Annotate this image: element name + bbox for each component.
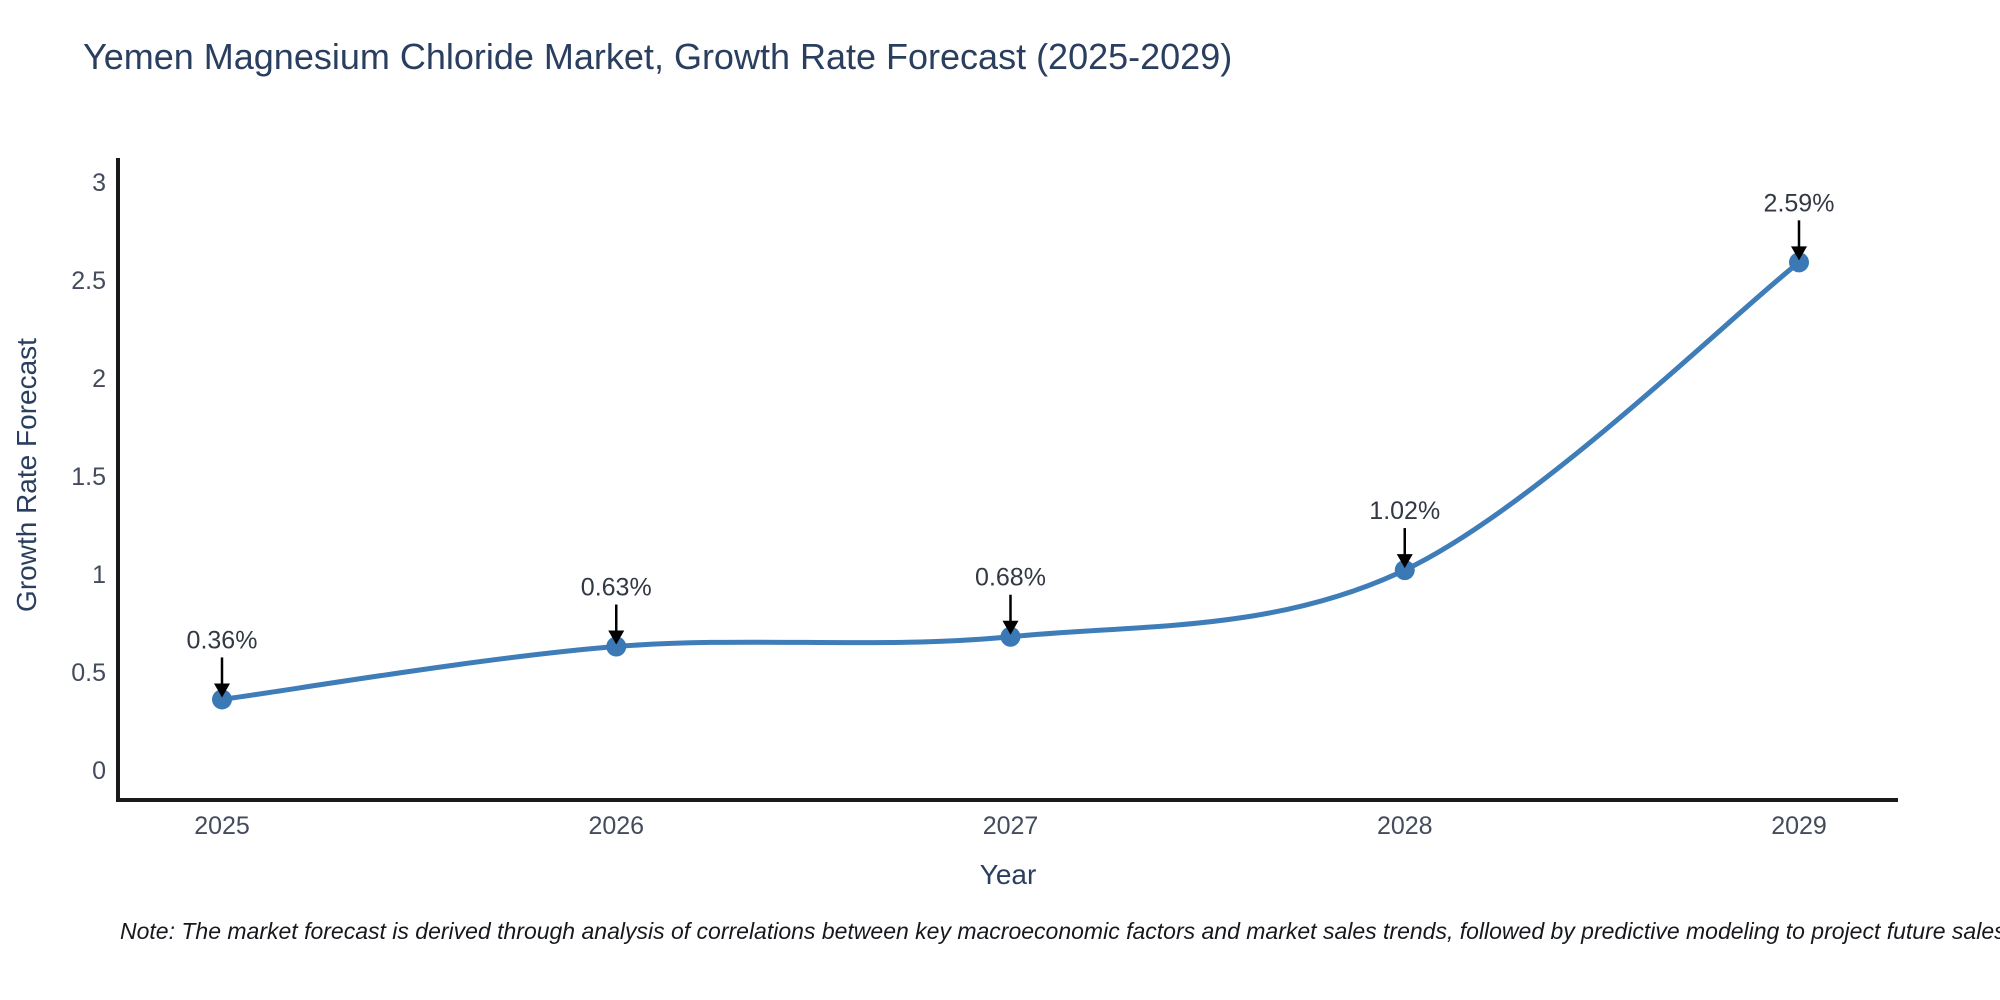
annotation-arrowhead [1396,554,1413,569]
x-axis-title: Year [979,859,1037,890]
annotation-arrowhead [1791,246,1807,261]
annotation-label: 1.02% [1369,497,1440,525]
data-point-marker [1000,626,1021,647]
data-point-marker [606,636,627,657]
annotation-label: 0.36% [187,626,258,654]
y-tick-label: 1 [92,561,106,589]
x-tick-label: 2025 [194,812,250,840]
data-point-marker [1789,252,1809,273]
data-point-marker [212,689,232,710]
annotation-label: 0.63% [581,574,652,602]
x-tick-label: 2026 [588,812,644,840]
annotation-label: 0.68% [975,564,1046,592]
y-tick-label: 2 [92,365,106,393]
data-point-marker [1394,560,1415,581]
y-tick-label: 3 [92,169,106,197]
y-tick-label: 0.5 [71,659,106,687]
y-tick-label: 1.5 [71,463,106,491]
annotation-arrowhead [214,683,230,698]
y-tick-label: 2.5 [71,267,106,295]
x-tick-label: 2028 [1377,812,1433,840]
chart-title: Yemen Magnesium Chloride Market, Growth … [83,36,1233,77]
annotation-arrowhead [1002,620,1019,635]
annotation-arrowhead [608,630,625,645]
series-line [219,259,1802,702]
footnote: Note: The market forecast is derived thr… [120,918,2000,944]
x-tick-label: 2027 [983,812,1039,840]
x-tick-label: 2029 [1771,812,1827,840]
y-tick-label: 0 [92,757,106,785]
annotation-label: 2.59% [1764,189,1835,217]
